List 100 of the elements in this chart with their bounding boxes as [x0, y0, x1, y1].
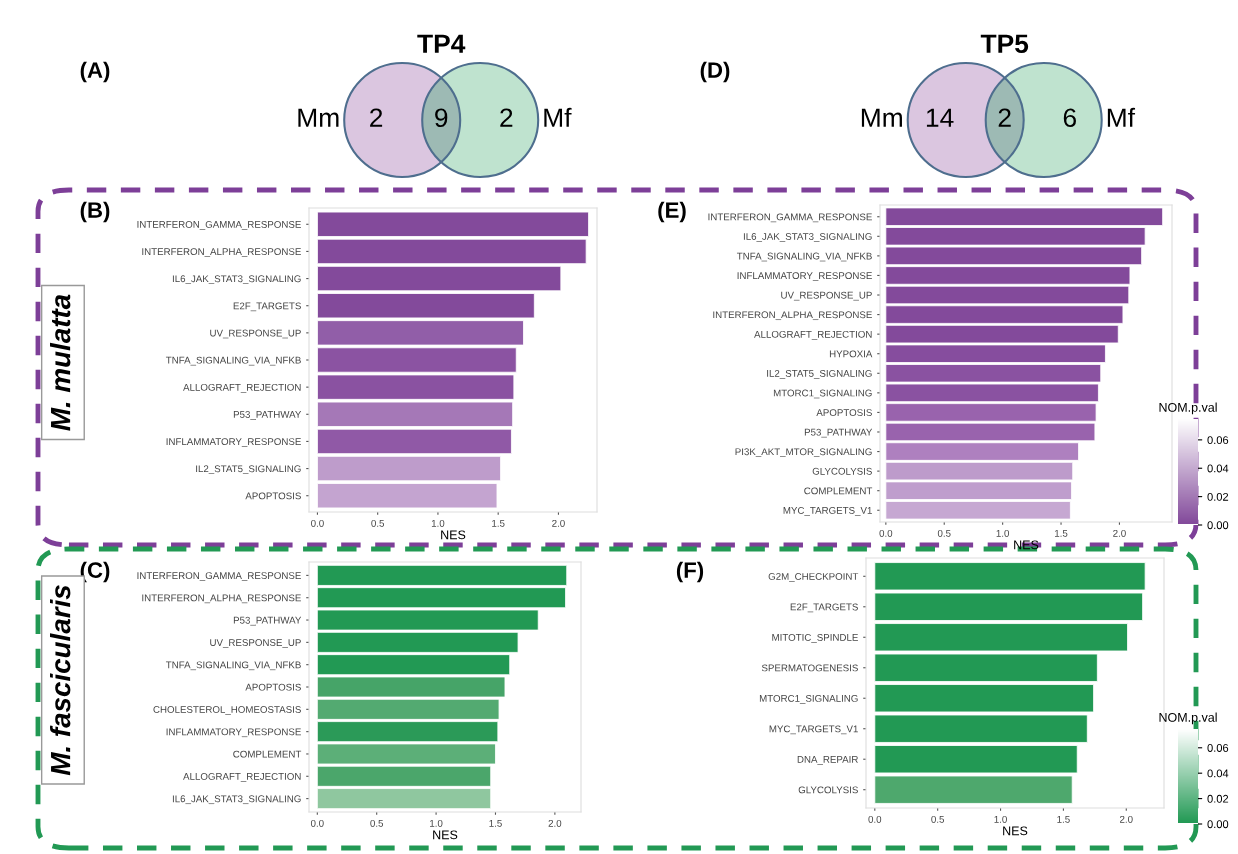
- y-tick-label: E2F_TARGETS: [790, 603, 858, 613]
- y-tick-label: INFLAMMATORY_RESPONSE: [166, 728, 301, 738]
- y-tick-label: COMPLEMENT: [233, 750, 302, 758]
- text: TP5: [980, 34, 1029, 54]
- data-label: 2: [998, 108, 1011, 127]
- y-tick-label: ALLOGRAFT_REJECTION: [183, 773, 301, 782]
- x-tick-label: 1.5: [1057, 816, 1070, 823]
- data-label: 14: [926, 108, 954, 127]
- y-tick-label: INTERFERON_GAMMA_RESPONSE: [137, 572, 301, 581]
- x-axis-title: NES: [441, 530, 466, 540]
- y-tick-label: APOPTOSIS: [245, 683, 301, 691]
- x-tick-label: 1.5: [1055, 530, 1068, 537]
- color-bar-label: 0.04: [1207, 464, 1229, 473]
- y-tick-label: INTERFERON_GAMMA_RESPONSE: [708, 213, 872, 223]
- y-tick-label: P53_PATHWAY: [804, 428, 873, 438]
- x-tick-label: 1.5: [492, 520, 505, 527]
- y-tick-label: UV_RESPONSE_UP: [781, 291, 872, 301]
- y-tick-label: E2F_TARGETS: [233, 302, 301, 312]
- color-bar-label: 0.00: [1207, 521, 1229, 530]
- text: M. fascicularis: [50, 585, 71, 776]
- bar: [317, 483, 498, 509]
- y-tick-label: IL2_STAT5_SIGNALING: [196, 465, 301, 475]
- color-bar-label: 0.06: [1207, 436, 1229, 444]
- x-tick-label: 0.0: [879, 529, 893, 537]
- y-tick-label: TNFA_SIGNALING_VIA_NFKB: [736, 252, 872, 262]
- data-label: 6: [1063, 108, 1076, 128]
- color-bar-label: 0.06: [1207, 744, 1229, 752]
- text: (A): [80, 61, 110, 83]
- y-tick-label: MTORC1_SIGNALING: [773, 389, 872, 399]
- x-tick-label: 0.0: [311, 519, 324, 527]
- text: (F): [676, 561, 704, 583]
- y-tick-label: IL2_STAT5_SIGNALING: [767, 370, 872, 379]
- y-tick-label: MTORC1_SIGNALING: [759, 694, 858, 704]
- y-tick-label: INTERFERON_ALPHA_RESPONSE: [142, 594, 301, 604]
- color-bar-label: 0.02: [1207, 492, 1229, 501]
- y-tick-label: UV_RESPONSE_UP: [210, 639, 301, 648]
- y-tick-label: UV_RESPONSE_UP: [210, 329, 301, 339]
- text: M. mulatta: [50, 294, 71, 431]
- color-bar-label: 0.02: [1207, 794, 1229, 803]
- category-label: Mm: [861, 108, 902, 127]
- color-bar-label: 0.04: [1207, 769, 1229, 778]
- bar: [317, 211, 589, 237]
- x-tick-label: 0.5: [931, 815, 945, 823]
- y-tick-label: INTERFERON_ALPHA_RESPONSE: [713, 311, 872, 321]
- y-tick-label: APOPTOSIS: [245, 492, 301, 500]
- y-tick-label: GLYCOLYSIS: [798, 786, 858, 794]
- y-tick-label: TNFA_SIGNALING_VIA_NFKB: [165, 356, 301, 366]
- bar: [317, 455, 502, 482]
- x-tick-label: 0.0: [868, 815, 882, 823]
- y-tick-label: IL6_JAK_STAT3_SIGNALING: [172, 275, 301, 285]
- data-label: 9: [435, 108, 448, 128]
- text: (D): [700, 61, 730, 83]
- y-tick-label: CHOLESTEROL_HOMEOSTASIS: [153, 706, 301, 715]
- y-tick-label: MYC_TARGETS_V1: [769, 725, 858, 735]
- y-tick-label: MITOTIC_SPINDLE: [772, 634, 858, 643]
- y-tick-label: ALLOGRAFT_REJECTION: [754, 330, 872, 340]
- x-tick-label: 0.5: [370, 819, 384, 827]
- y-tick-label: INTERFERON_ALPHA_RESPONSE: [142, 248, 301, 257]
- y-tick-label: P53_PATHWAY: [233, 411, 302, 420]
- y-tick-label: INFLAMMATORY_RESPONSE: [166, 438, 301, 447]
- y-tick-label: P53_PATHWAY: [233, 616, 302, 626]
- color-bar-title: NOM.p.val: [1159, 712, 1217, 725]
- x-tick-label: 2.0: [1120, 815, 1133, 823]
- y-tick-label: TNFA_SIGNALING_VIA_NFKB: [165, 661, 301, 671]
- category-label: Mf: [544, 107, 572, 127]
- y-tick-label: ALLOGRAFT_REJECTION: [183, 383, 301, 393]
- x-axis-title: NES: [1003, 826, 1028, 836]
- y-tick-label: INTERFERON_GAMMA_RESPONSE: [137, 221, 301, 230]
- bar: [317, 238, 587, 265]
- category-label: Mf: [1107, 107, 1136, 127]
- y-tick-label: INFLAMMATORY_RESPONSE: [737, 272, 872, 281]
- color-bar-title: NOM.p.val: [1159, 402, 1217, 415]
- x-tick-label: 1.0: [430, 819, 443, 827]
- text: (E): [658, 201, 686, 223]
- x-tick-label: 0.5: [371, 519, 385, 527]
- text: (B): [80, 201, 110, 223]
- y-tick-label: MYC_TARGETS_V1: [783, 506, 872, 516]
- y-tick-label: HYPOXIA: [829, 350, 873, 358]
- x-tick-label: 1.0: [431, 519, 445, 527]
- bar: [317, 428, 512, 455]
- y-tick-label: IL6_JAK_STAT3_SIGNALING: [743, 233, 872, 242]
- x-tick-label: 1.0: [994, 815, 1007, 823]
- y-tick-label: SPERMATOGENESIS: [761, 664, 858, 672]
- x-tick-label: 2.0: [552, 519, 565, 527]
- data-label: 2: [500, 108, 513, 127]
- x-axis-title: NES: [433, 830, 458, 840]
- y-tick-label: GLYCOLYSIS: [812, 467, 872, 475]
- x-tick-label: 0.0: [310, 819, 324, 827]
- category-label: Mm: [298, 108, 339, 127]
- y-tick-label: G2M_CHECKPOINT: [768, 573, 859, 582]
- color-bar-label: 0.00: [1207, 820, 1229, 829]
- y-tick-label: DNA_REPAIR: [797, 756, 858, 765]
- y-tick-label: PI3K_AKT_MTOR_SIGNALING: [735, 448, 872, 458]
- y-tick-label: APOPTOSIS: [816, 409, 872, 417]
- x-tick-label: 0.5: [937, 529, 951, 537]
- y-tick-label: IL6_JAK_STAT3_SIGNALING: [172, 795, 301, 805]
- x-tick-label: 2.0: [548, 819, 562, 827]
- bar: [317, 265, 562, 292]
- x-tick-label: 1.5: [489, 820, 502, 827]
- x-tick-label: 2.0: [1113, 529, 1126, 537]
